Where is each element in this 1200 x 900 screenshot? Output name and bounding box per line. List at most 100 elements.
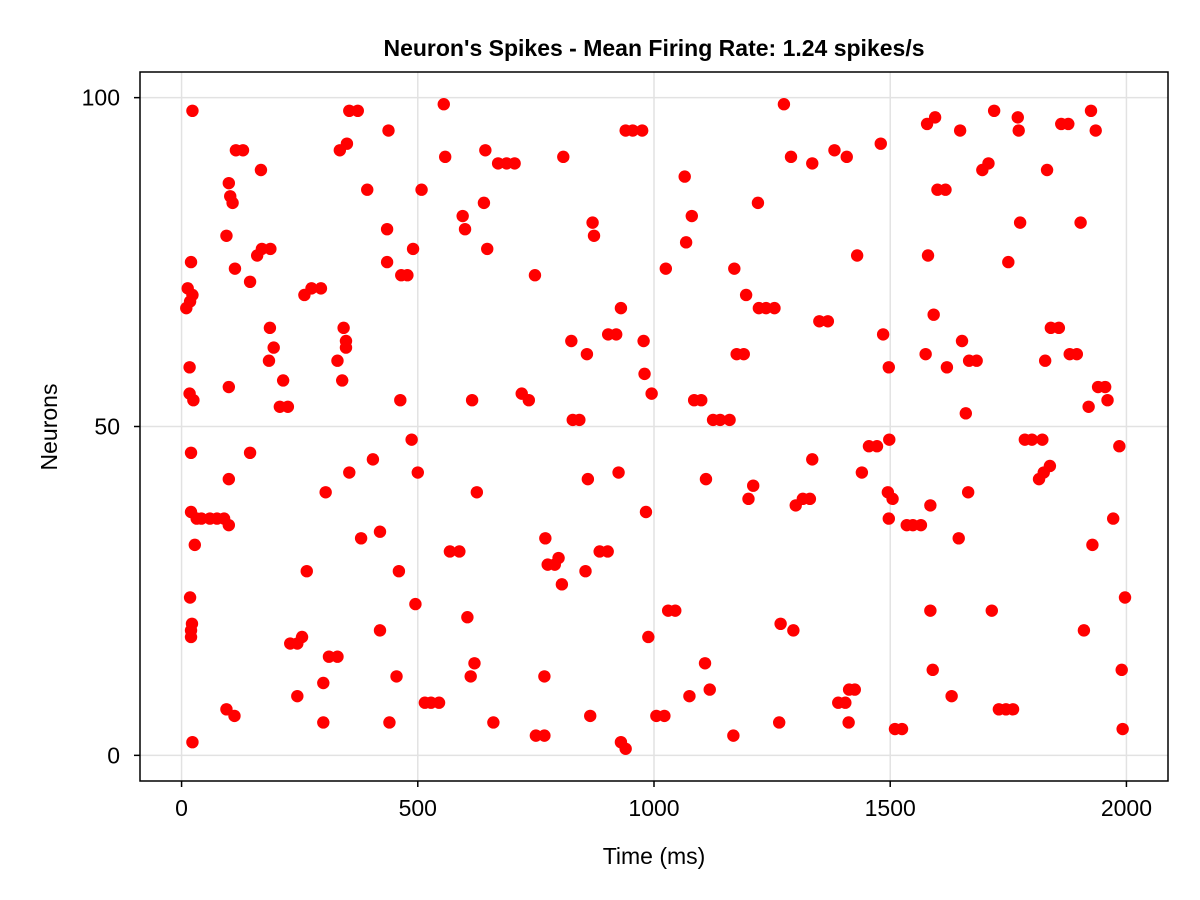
y-tick-label: 50 [94,414,120,440]
spike-point [945,689,958,703]
x-axis-label: Time (ms) [603,843,706,869]
spike-point [914,518,928,532]
spike-point [1070,347,1084,361]
spike-point [295,630,309,644]
spike-point [924,604,937,617]
spike-point [813,315,826,328]
spike-point [637,334,650,348]
spike-point [340,137,354,150]
spike-point [645,387,658,400]
spike-point [772,716,786,729]
spike-point [373,525,387,538]
spike-point [243,275,257,289]
spike-point [322,650,336,663]
spike-point [468,657,481,670]
spike-point [579,564,592,578]
spike-point [586,216,599,229]
spike-point [508,157,521,170]
spike-point [432,696,446,709]
spike-point [982,157,995,170]
spike-point [768,301,781,315]
spike-point [747,479,760,492]
spike-point [281,400,295,413]
spike-point [184,630,198,644]
spike-point [639,505,653,519]
spike-point [842,716,855,729]
spike-point [401,269,414,282]
spike-point [886,492,899,506]
spike-point [243,446,257,460]
spike-point [470,486,484,499]
x-tick-label: 2000 [1101,795,1152,821]
spike-point [437,98,450,111]
spike-point [928,111,942,124]
spike-point [1062,117,1075,131]
spike-point [1098,380,1112,394]
x-tick-label: 1000 [628,795,679,821]
spike-point [291,689,304,703]
spike-point [186,735,199,749]
spike-point [727,729,740,742]
spike-point [876,328,890,341]
spike-point [839,696,852,709]
y-tick-label: 0 [107,742,120,768]
spike-point [1116,722,1129,736]
spike-point [1011,111,1024,124]
spike-point [1038,354,1052,367]
spike-point [1074,216,1087,229]
spike-point [406,242,420,256]
spike-point [683,689,696,703]
spike-point [850,249,864,262]
spike-point [264,242,277,256]
spike-point [458,222,472,236]
spike-point [874,137,887,150]
spike-point [481,242,494,256]
spike-point [1025,433,1039,446]
spike-point [685,209,698,223]
spike-point [343,104,356,118]
spike-point [331,650,344,663]
spike-point [351,104,364,118]
spike-point [638,367,651,381]
spike-point [614,301,628,315]
spike-point [335,374,349,387]
spike-point [742,492,755,506]
spike-point [552,551,565,565]
spike-point [580,347,594,361]
spike-point [331,354,344,367]
spike-point [267,341,280,354]
spike-point [487,716,500,729]
spike-point [774,617,787,631]
spike-point [565,334,578,348]
spike-points [180,98,1132,755]
spike-point [1089,124,1102,137]
spike-point [919,347,932,361]
spike-point [380,222,394,236]
spike-point [222,518,236,532]
spike-point [337,321,350,335]
spike-point [254,163,268,177]
spike-point [584,709,597,723]
spike-point [456,209,469,223]
spike-point [883,433,896,446]
grid [140,72,1168,781]
spike-point [373,624,387,637]
spike-point [723,413,736,427]
spike-point [1077,624,1091,637]
spike-point [228,262,242,275]
spike-point [728,262,741,275]
spike-point [1043,459,1057,473]
spike-point [361,183,374,196]
spike-point [939,183,952,196]
spike-point [411,466,424,479]
spike-point [895,722,909,736]
spike-point [1012,124,1025,137]
spike-point [658,709,671,723]
spike-point [601,545,614,558]
spike-point [678,170,691,183]
spike-point [479,144,492,157]
spike-point [438,150,452,164]
x-tick-label: 0 [175,795,188,821]
spike-point [921,249,935,262]
